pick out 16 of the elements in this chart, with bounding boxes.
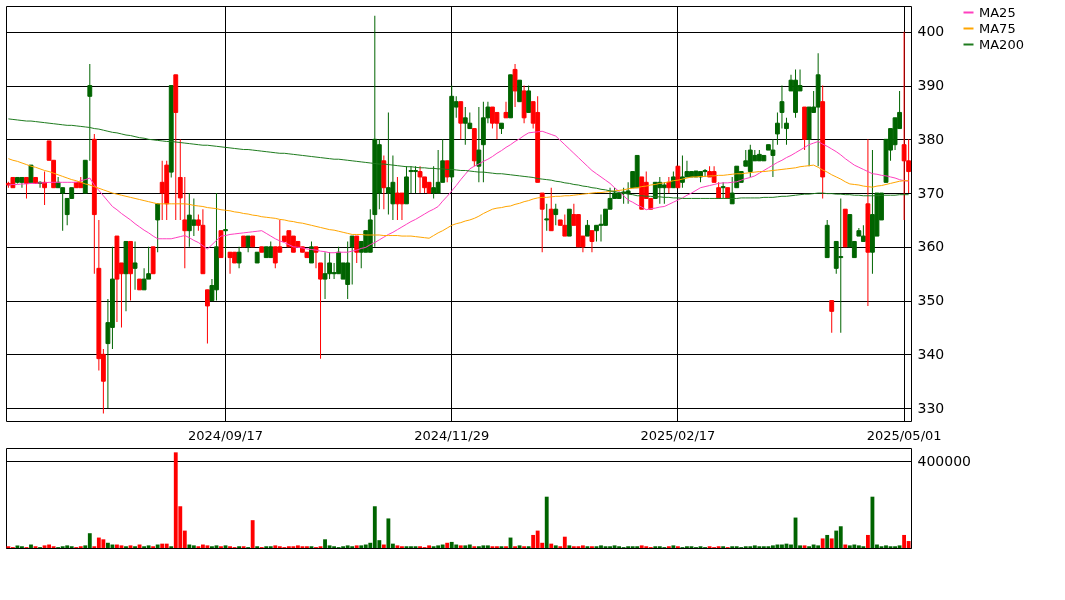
legend-label: MA75: [979, 20, 1016, 36]
x-tick-label: 2025/02/17: [640, 427, 716, 443]
x-tick-label: 2024/11/29: [414, 427, 490, 443]
y-tick-label: 350: [917, 292, 945, 309]
y-tick-label: 390: [917, 77, 945, 94]
y-tick-label: 380: [917, 130, 945, 147]
y-tick-label: 400: [917, 23, 945, 40]
y-tick-label: 340: [917, 345, 945, 362]
y-tick-label: 370: [917, 184, 945, 201]
y-tick-label: 330: [917, 399, 945, 416]
x-tick-label: 2024/09/17: [188, 427, 263, 443]
x-tick-label: 2025/05/01: [866, 427, 942, 443]
legend-label: MA25: [979, 4, 1016, 20]
y-tick-label: 360: [917, 238, 945, 255]
y-tick-label: 400000: [917, 452, 971, 469]
legend-label: MA200: [979, 36, 1024, 52]
